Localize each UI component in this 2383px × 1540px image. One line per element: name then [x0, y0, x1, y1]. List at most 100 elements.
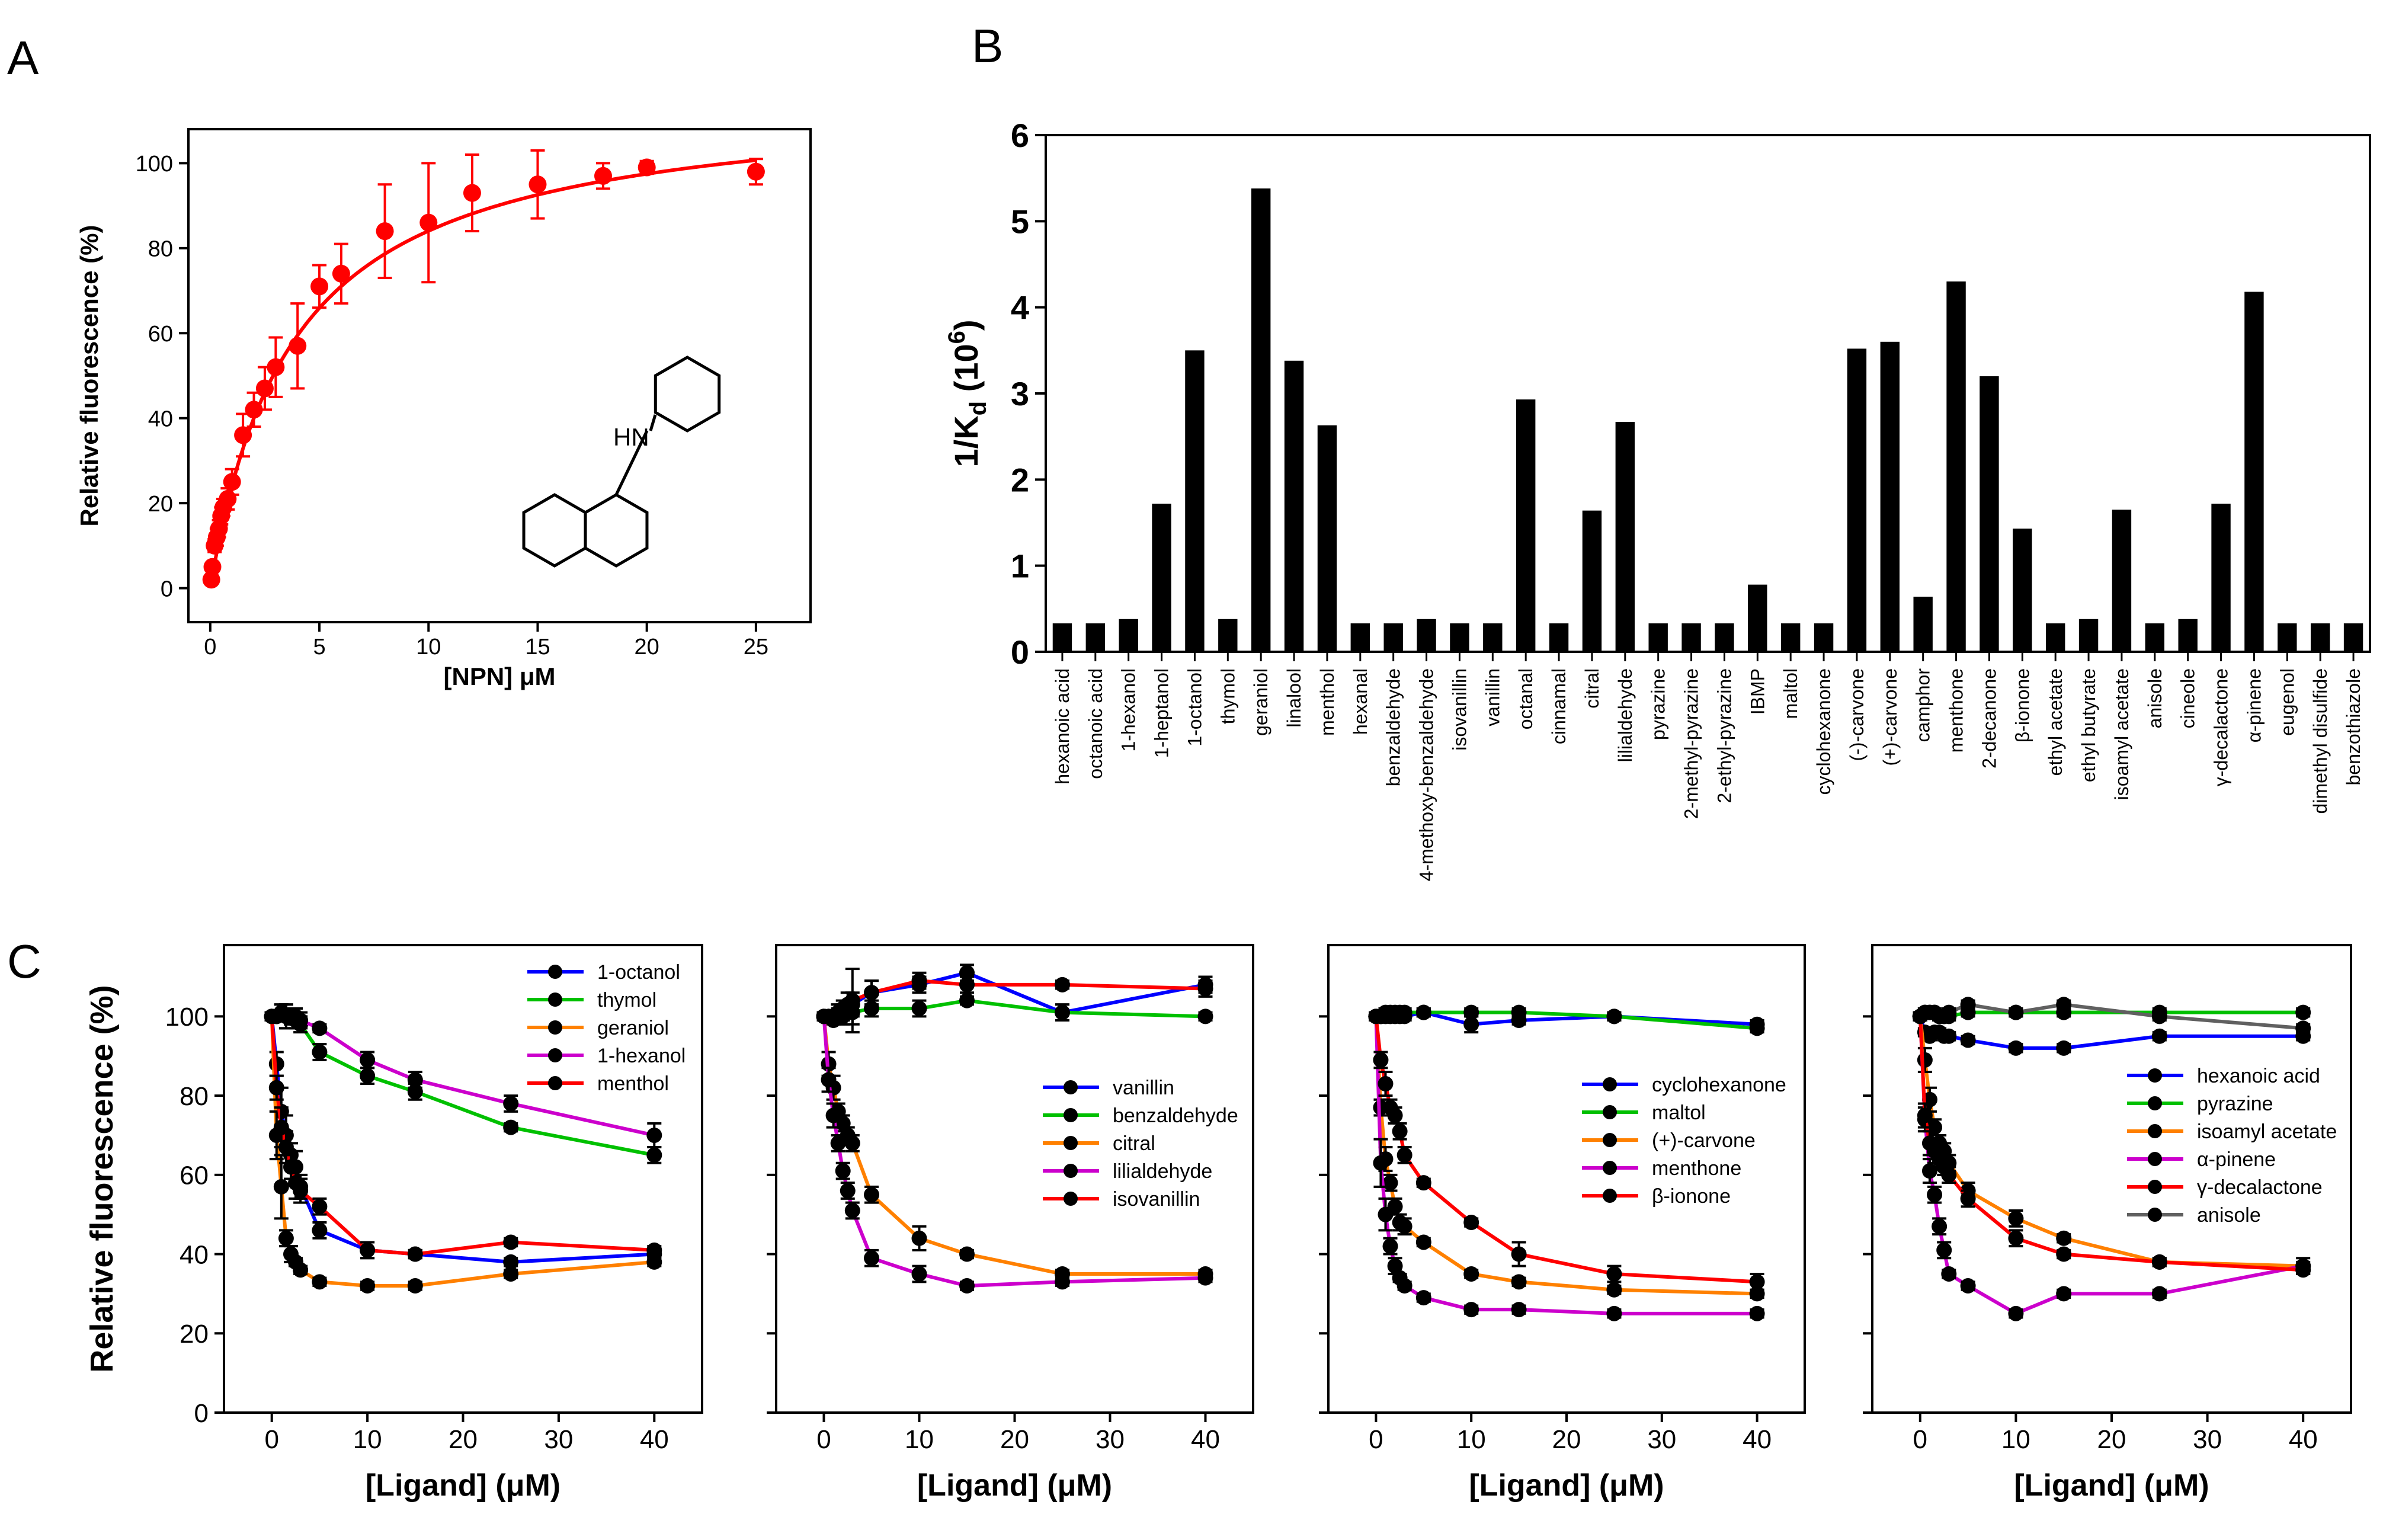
y-label-end: ) — [947, 320, 985, 331]
bar — [1946, 281, 1966, 652]
y-tick-label: 100 — [136, 152, 173, 177]
category-label: ethyl butyrate — [2078, 668, 2099, 782]
bar — [1317, 425, 1337, 652]
data-point — [1463, 1215, 1479, 1231]
legend-label: α-pinene — [2197, 1148, 2276, 1171]
data-point — [278, 1139, 294, 1155]
data-point — [1387, 1107, 1403, 1123]
category-label: lilialdehyde — [1615, 668, 1636, 762]
data-point — [1917, 1052, 1933, 1068]
x-tick-label: 0 — [816, 1425, 831, 1454]
bar — [2045, 623, 2065, 652]
legend-marker — [548, 1076, 562, 1090]
bar — [2343, 623, 2363, 652]
bar — [1681, 623, 1701, 652]
bar — [1450, 623, 1469, 652]
data-point — [1960, 997, 1976, 1013]
data-point — [312, 1199, 328, 1215]
category-label: menthol — [1317, 668, 1338, 736]
bar — [1417, 619, 1436, 652]
y-tick-label: 40 — [148, 406, 173, 431]
bar — [1715, 623, 1734, 652]
data-point — [646, 1254, 662, 1270]
x-axis-label: [Ligand] (μM) — [366, 1468, 560, 1503]
legend-label: isoamyl acetate — [2197, 1120, 2337, 1143]
x-tick-label: 40 — [1743, 1425, 1772, 1454]
legend-label: menthol — [597, 1072, 669, 1095]
data-point — [1936, 1242, 1952, 1258]
data-point — [1511, 1246, 1527, 1262]
data-point — [503, 1096, 519, 1112]
legend-label: vanillin — [1113, 1077, 1174, 1099]
nh-label: HN — [613, 423, 649, 451]
x-axis-label: [Ligand] (μM) — [2014, 1468, 2209, 1503]
category-label: hexanoic acid — [1052, 668, 1073, 785]
x-tick-label: 20 — [2097, 1425, 2126, 1454]
category-label: geraniol — [1250, 668, 1271, 736]
data-point — [278, 1230, 294, 1246]
legend-label: citral — [1113, 1132, 1155, 1155]
data-point — [360, 1278, 376, 1294]
x-tick-label: 10 — [2001, 1425, 2030, 1454]
category-label: isoamyl acetate — [2111, 668, 2132, 800]
data-point — [911, 1266, 927, 1282]
data-point — [360, 1052, 376, 1068]
data-point — [503, 1119, 519, 1135]
panel-letter-c: C — [7, 935, 41, 988]
x-tick-label: 20 — [1552, 1425, 1581, 1454]
data-point — [255, 379, 274, 398]
bar — [1549, 623, 1569, 652]
legend-label: thymol — [597, 989, 656, 1011]
y-label-middle: (10 — [947, 344, 985, 401]
data-point — [1927, 1187, 1943, 1203]
x-tick-label: 0 — [264, 1425, 278, 1454]
naphthalene-ring-right — [584, 493, 649, 568]
legend-label: pyrazine — [2197, 1093, 2273, 1115]
data-point — [234, 426, 252, 444]
data-point — [1382, 1175, 1398, 1191]
plot-frame — [1045, 134, 2371, 653]
category-label: IBMP — [1747, 668, 1768, 715]
data-point — [1932, 1218, 1948, 1234]
category-label: 4-methoxy-benzaldehyde — [1416, 668, 1437, 881]
data-point — [959, 1246, 975, 1262]
data-point — [1749, 1274, 1765, 1290]
data-point — [825, 1107, 841, 1123]
data-point — [2151, 1028, 2167, 1044]
data-point — [1463, 1266, 1479, 1282]
category-label: cinnamal — [1548, 668, 1570, 744]
bar — [1780, 623, 1801, 652]
bar — [1648, 623, 1668, 652]
category-label: 1-octanol — [1184, 668, 1205, 747]
panel-letter-a: A — [7, 31, 39, 84]
category-label: 1-hexanol — [1118, 668, 1139, 752]
data-point — [503, 1254, 519, 1270]
bar — [1185, 350, 1205, 652]
series-line — [1918, 1016, 2304, 1050]
legend-marker — [548, 1048, 562, 1062]
data-point — [312, 1222, 328, 1238]
data-point — [638, 158, 656, 177]
data-point — [864, 1250, 879, 1266]
y-tick-label: 2 — [1011, 461, 1029, 498]
nh-bond-upper — [649, 414, 657, 431]
category-label: hexanal — [1350, 668, 1371, 735]
data-point — [835, 1163, 851, 1179]
chart-npn-binding: 0 5 10 15 20 25 0 20 40 60 80 100 [NPN] μM Relative f… — [75, 128, 812, 690]
y-tick-label: 100 — [165, 1003, 209, 1032]
data-point — [1397, 1218, 1412, 1234]
data-point — [1415, 1234, 1431, 1250]
data-point — [821, 1072, 837, 1088]
legend-marker — [2148, 1208, 2162, 1222]
legend-marker — [1064, 1080, 1078, 1094]
category-label: vanillin — [1482, 668, 1503, 726]
y-tick-label: 4 — [1011, 289, 1029, 326]
data-point — [202, 571, 220, 589]
data-point — [1511, 1004, 1527, 1020]
data-point — [1941, 1266, 1957, 1282]
x-tick-label: 40 — [1191, 1425, 1220, 1454]
data-point — [747, 162, 765, 181]
data-point — [1197, 1270, 1213, 1286]
bar — [2112, 510, 2132, 652]
